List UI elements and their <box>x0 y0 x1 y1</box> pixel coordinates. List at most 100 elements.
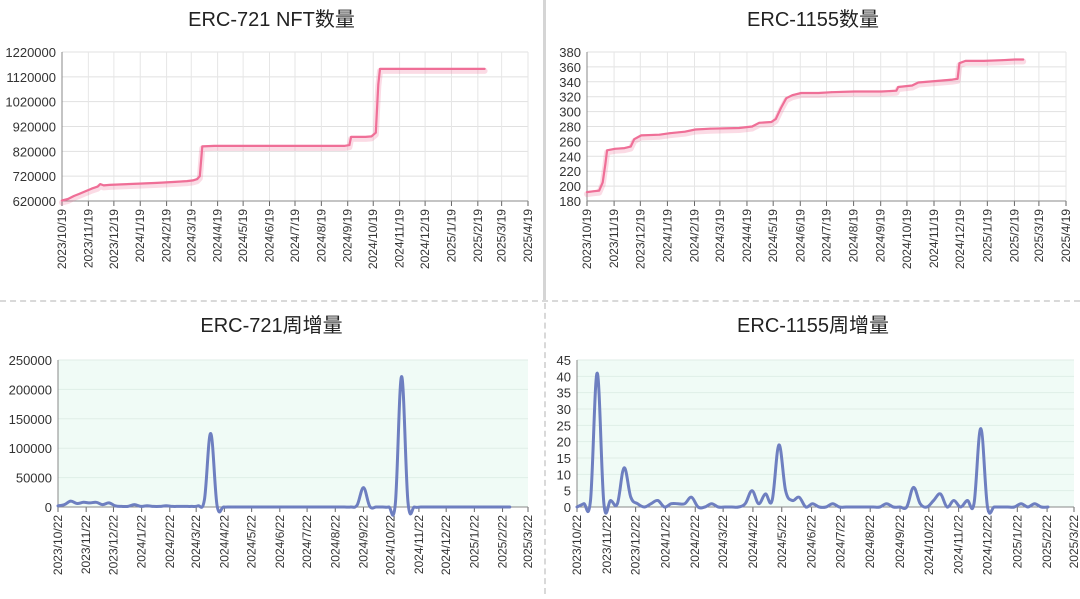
x-tick-label: 2024/4/19 <box>211 209 225 263</box>
data-point <box>934 80 936 82</box>
data-point <box>79 192 81 195</box>
data-point <box>603 502 605 505</box>
data-point <box>973 502 975 505</box>
erc1155-total-chart-panel: ERC-1155数量 180 200 220 240 260 280 300 320 340 360… <box>546 0 1080 300</box>
data-point <box>69 500 72 502</box>
data-point <box>330 506 333 508</box>
data-point <box>90 187 93 190</box>
erc721-weekly-chart: ERC-721周增量 0 50000 100000 150000 200000 250000… <box>9 314 535 575</box>
x-tick-label: 2024/8/22 <box>328 515 342 569</box>
x-tick-label: 2023/12/22 <box>106 515 120 575</box>
data-point <box>669 132 671 135</box>
data-point <box>853 90 856 93</box>
data-point <box>102 184 105 187</box>
data-point <box>774 118 777 120</box>
x-tick-label: 2024/6/22 <box>273 515 287 569</box>
data-point <box>248 506 250 508</box>
data-point <box>892 506 895 508</box>
y-tick-label: 300 <box>559 105 581 120</box>
x-tick-label: 2024/2/19 <box>160 209 174 263</box>
y-tick-label: 200000 <box>9 382 52 397</box>
x-tick-label: 2024/2/22 <box>163 515 177 569</box>
data-point <box>694 128 697 131</box>
x-tick-label: 2024/3/19 <box>184 209 198 263</box>
panel-divider-vertical-top <box>543 0 546 300</box>
data-point <box>400 375 403 378</box>
x-tick-label: 2024/12/19 <box>953 209 967 269</box>
x-tick-label: 2024/11/19 <box>393 209 407 268</box>
data-point <box>381 506 384 508</box>
y-tick-label: 20 <box>557 435 571 450</box>
data-point <box>830 91 833 94</box>
y-tick-label: 15 <box>557 451 571 466</box>
x-tick-label: 2024/10/22 <box>384 515 398 575</box>
data-point <box>127 505 129 508</box>
data-point <box>388 506 390 508</box>
data-point <box>197 504 199 507</box>
data-point <box>96 185 99 188</box>
erc721-total-chart: ERC-721 NFT数量 620000 720000 820000 920000 102… <box>5 8 535 269</box>
data-point <box>771 499 773 502</box>
data-point <box>464 506 467 508</box>
data-point <box>658 133 661 136</box>
data-point <box>952 499 955 502</box>
x-tick-label: 2025/2/19 <box>1007 209 1021 263</box>
data-point <box>629 145 632 148</box>
data-point <box>324 506 327 508</box>
data-point <box>865 506 868 508</box>
data-point <box>582 502 585 505</box>
data-point <box>184 505 187 508</box>
y-tick-label: 220 <box>559 164 581 179</box>
x-tick-label: 2025/1/22 <box>467 515 481 569</box>
data-point <box>377 83 380 86</box>
data-point <box>956 77 959 80</box>
x-tick-label: 2024/9/19 <box>341 209 355 263</box>
x-tick-label: 2024/6/22 <box>805 515 819 569</box>
data-point <box>473 68 476 70</box>
data-point <box>601 181 604 184</box>
data-point <box>458 506 460 508</box>
data-point <box>614 147 616 150</box>
x-tick-label: 2024/1/19 <box>660 209 674 263</box>
data-point <box>979 427 982 430</box>
x-tick-label: 2024/11/22 <box>952 515 966 574</box>
x-tick-label: 2025/1/19 <box>980 209 994 263</box>
data-point <box>108 184 111 186</box>
data-point <box>1033 502 1036 505</box>
data-point <box>709 127 712 130</box>
x-tick-label: 2024/8/19 <box>314 209 328 263</box>
data-point <box>76 502 78 505</box>
y-tick-label: 50000 <box>16 471 52 486</box>
data-point <box>643 506 646 508</box>
x-tick-label: 2024/1/22 <box>135 515 149 569</box>
data-point <box>966 499 969 502</box>
data-point <box>216 504 219 507</box>
x-tick-label: 2024/12/22 <box>980 515 994 575</box>
data-point <box>95 501 98 504</box>
x-tick-label: 2024/2/22 <box>688 515 702 569</box>
data-point <box>751 489 753 492</box>
data-point <box>1040 506 1043 508</box>
plot-area <box>577 360 1074 507</box>
data-point <box>677 502 679 505</box>
data-point <box>838 506 841 508</box>
data-point <box>73 195 75 197</box>
data-point <box>139 505 142 508</box>
data-point <box>108 502 110 504</box>
data-point <box>88 502 91 504</box>
x-tick-label: 2024/10/19 <box>900 209 914 269</box>
data-point <box>912 486 915 489</box>
y-tick-label: 200 <box>559 179 581 194</box>
chart-title: ERC-1155周增量 <box>737 314 889 337</box>
data-point <box>156 182 159 184</box>
data-point <box>395 68 398 70</box>
x-tick-label: 2024/4/22 <box>746 515 760 569</box>
data-point <box>63 503 66 506</box>
data-point <box>364 136 367 138</box>
data-point <box>318 506 320 508</box>
panel-divider-vertical-bottom <box>544 303 546 594</box>
data-point <box>780 107 782 109</box>
x-tick-label: 2024/9/22 <box>356 515 370 569</box>
data-point <box>305 506 308 508</box>
erc721-weekly-chart-panel: ERC-721周增量 0 50000 100000 150000 200000 250000… <box>0 303 543 594</box>
